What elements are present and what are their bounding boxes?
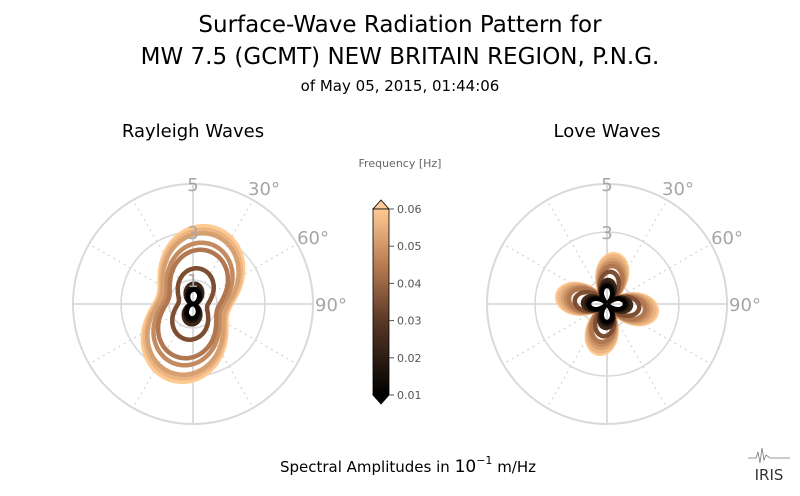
radial-gridline — [486, 183, 728, 425]
radial-tick-label: 3 — [187, 223, 198, 244]
x-axis-label: Spectral Amplitudes in 10−1 m/Hz — [280, 454, 536, 477]
angular-tick-label: 90° — [729, 295, 761, 316]
frequency-curve — [155, 247, 231, 361]
colorbar-label: Frequency [Hz] — [359, 157, 442, 170]
rayleigh-curves — [140, 223, 246, 385]
frequency-curve — [170, 266, 216, 342]
colorbar-tick-label: 0.03 — [397, 315, 422, 328]
colorbar-tick-label: 0.06 — [397, 203, 422, 216]
love-grid — [486, 183, 728, 425]
iris-logo: IRIS — [748, 447, 790, 484]
colorbar-ticks: 0.01 0.02 0.03 0.04 0.05 0.06 — [389, 203, 422, 402]
angular-gridline — [88, 243, 194, 305]
rayleigh-title: Rayleigh Waves — [122, 121, 264, 142]
angular-tick-label: 90° — [315, 295, 347, 316]
colorbar-tick-label: 0.02 — [397, 352, 422, 365]
colorbar-tick-label: 0.04 — [397, 277, 422, 290]
radial-tick-label: 5 — [601, 175, 612, 196]
figure-title-line2: MW 7.5 (GCMT) NEW BRITAIN REGION, P.N.G. — [141, 44, 660, 70]
angular-tick-label: 30° — [248, 179, 280, 200]
frequency-curve — [145, 231, 241, 377]
radial-tick-label: 3 — [601, 223, 612, 244]
angular-tick-label: 60° — [297, 228, 329, 249]
frequency-curve — [151, 240, 235, 368]
iris-logo-text: IRIS — [755, 466, 784, 484]
rayleigh-tick-labels: 1 3 5 30° 60° 90° — [187, 175, 347, 316]
love-title: Love Waves — [554, 121, 661, 142]
angular-tick-label: 60° — [711, 228, 743, 249]
iris-logo-wave-icon — [748, 447, 790, 464]
angular-gridline — [192, 303, 298, 365]
love-polar-chart: Love Waves 3 5 30° 60° 90° — [486, 121, 761, 425]
figure-subtitle: of May 05, 2015, 01:44:06 — [301, 77, 500, 95]
radial-tick-label: 5 — [187, 175, 198, 196]
frequency-curve — [586, 283, 628, 325]
radial-gridline — [534, 231, 680, 377]
colorbar-tick-label: 0.01 — [397, 389, 422, 402]
love-tick-labels: 3 5 30° 60° 90° — [601, 175, 761, 316]
frequency-colorbar: Frequency [Hz] 0.01 0.02 0.03 0.04 0.05 0.06 — [359, 157, 442, 405]
radial-gridline — [168, 279, 218, 329]
colorbar-body — [372, 208, 390, 396]
figure-title-line1: Surface-Wave Radiation Pattern for — [198, 12, 602, 38]
angular-tick-label: 30° — [662, 179, 694, 200]
frequency-curve — [184, 287, 202, 321]
colorbar-extend-bottom — [372, 394, 390, 405]
rayleigh-polar-chart: Rayleigh Waves 1 3 5 30° 60° 90° — [72, 121, 347, 425]
love-curves — [554, 251, 660, 357]
colorbar-tick-label: 0.05 — [397, 240, 422, 253]
radial-tick-label: 1 — [187, 271, 198, 292]
radial-gridline — [72, 183, 314, 425]
colorbar-extend-top — [372, 199, 390, 210]
